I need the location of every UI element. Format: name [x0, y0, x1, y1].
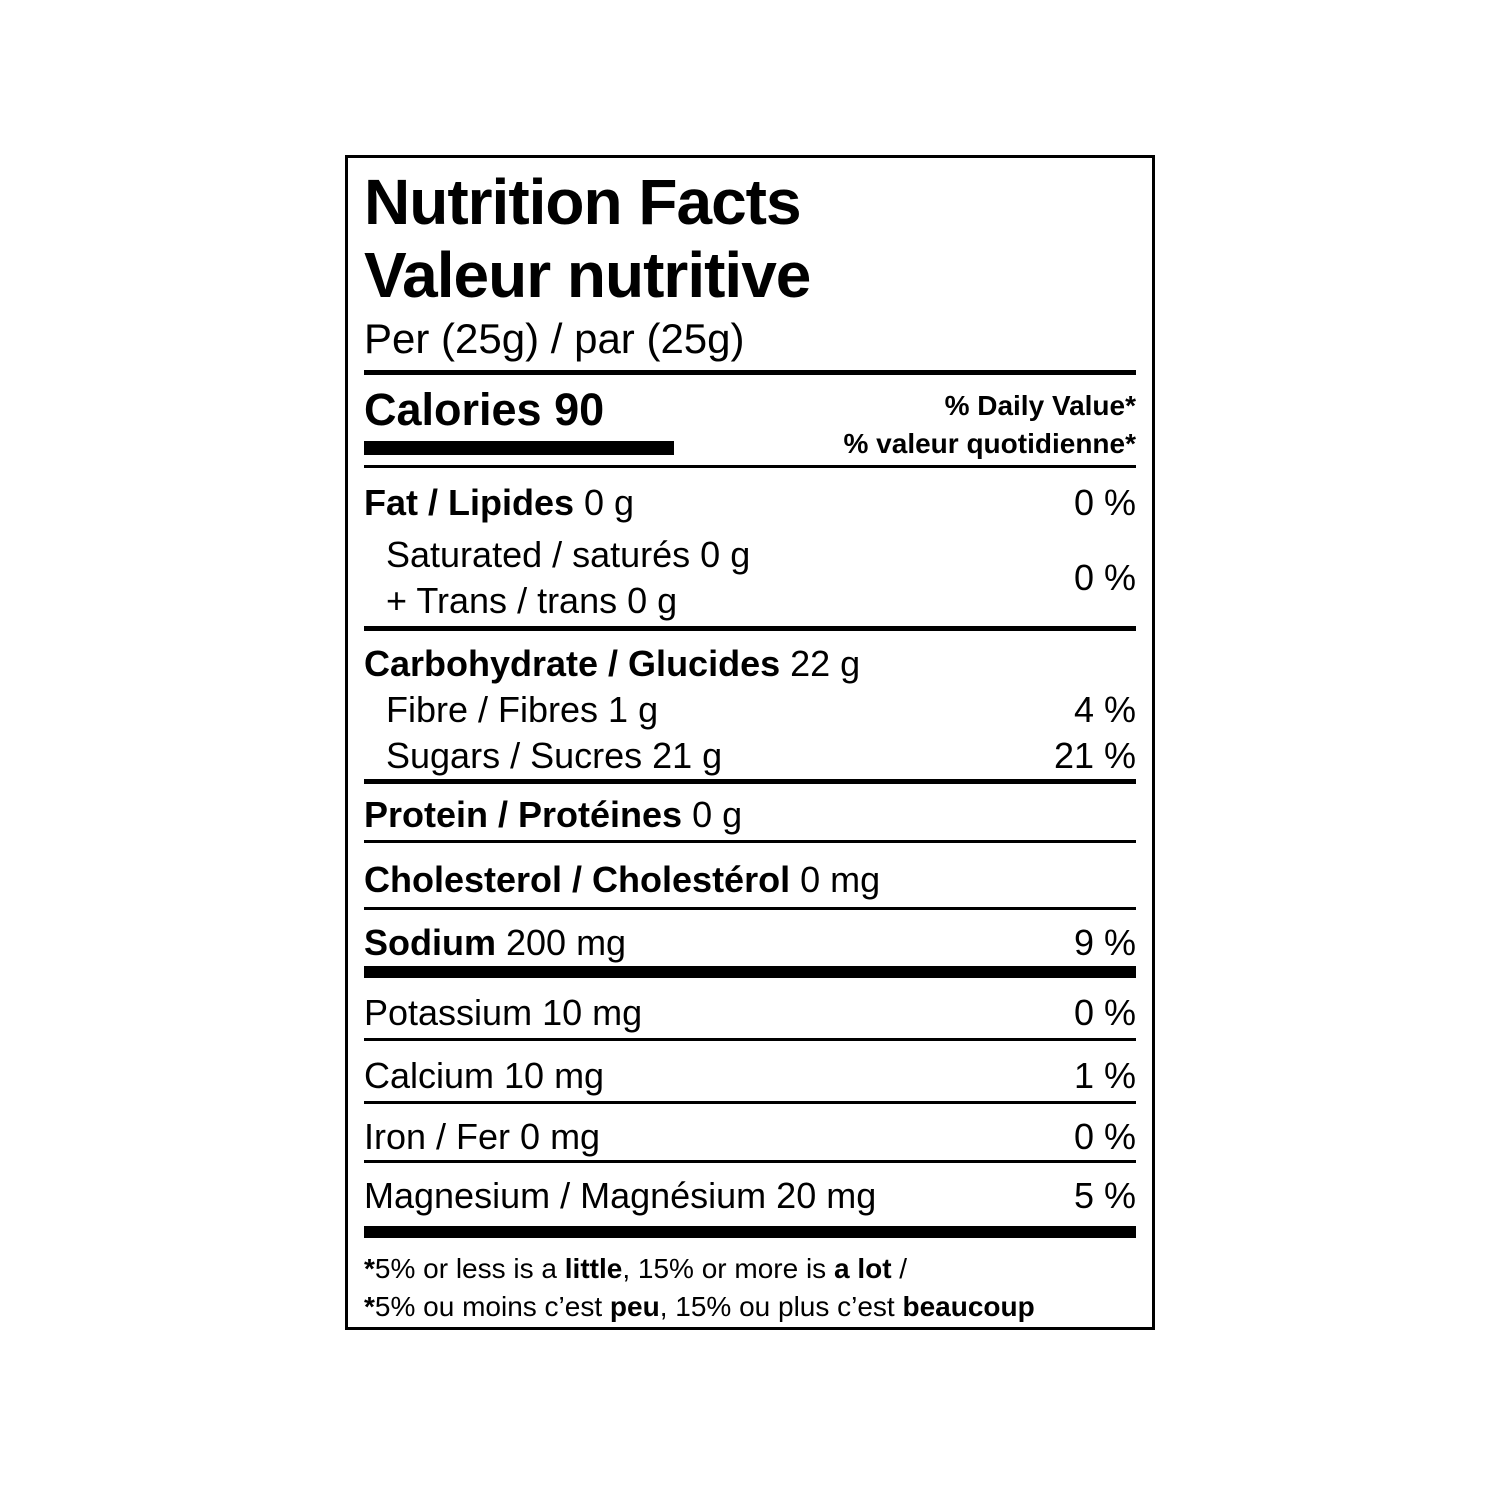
nutrient-row-calcium: Calcium 10 mg 1 % — [364, 1041, 1136, 1101]
thick-divider-footer — [364, 1226, 1136, 1238]
serving-size-line: Per (25g) / par (25g) — [364, 315, 745, 362]
nutrient-name-bold: Sodium — [364, 922, 496, 963]
footnote-asterisk: * — [364, 1291, 375, 1322]
nutrient-name: Protein / Protéines 0 g — [364, 792, 742, 838]
nutrient-dv-percent: 4 % — [1073, 689, 1136, 730]
nutrient-row-sodium: Sodium 200 mg 9 % — [364, 910, 1136, 966]
footnote-bold-beaucoup: beaucoup — [902, 1291, 1035, 1322]
footnote-bold-a-lot: a lot — [833, 1253, 892, 1284]
footnote-text: , 15% or more is — [622, 1253, 834, 1284]
nutrient-amount: 22 g — [780, 643, 861, 684]
nutrient-name: Potassium 10 mg — [364, 992, 643, 1033]
divider-cholesterol-sodium — [364, 907, 1136, 910]
nutrient-name: Fibre / Fibres 1 g — [386, 689, 659, 730]
nutrient-dv-percent: 0 % — [1073, 482, 1136, 523]
divider-fat-carb — [364, 626, 1136, 631]
divider-calcium-iron — [364, 1101, 1136, 1104]
nutrient-dv-percent: 0 % — [1073, 1116, 1136, 1157]
footnote-text: , 15% ou plus c’est — [659, 1291, 903, 1322]
nutrient-dv-percent: 9 % — [1073, 922, 1136, 963]
nutrient-name: Iron / Fer 0 mg — [364, 1116, 601, 1157]
nutrient-amount: 0 mg — [790, 859, 881, 900]
divider-top — [364, 370, 1136, 375]
nutrient-dv-percent: 0 % — [1073, 557, 1136, 598]
nutrient-row-saturated-trans: Saturated / saturés 0 g + Trans / trans … — [364, 532, 1136, 626]
nutrient-amount: 0 g — [682, 794, 743, 835]
nutrient-row-magnesium: Magnesium / Magnésium 20 mg 5 % — [364, 1163, 1136, 1226]
nutrient-name-bold: Cholesterol / Cholestérol — [364, 859, 791, 900]
nutrition-facts-label: Nutrition Facts Valeur nutritive Per (25… — [345, 155, 1155, 1330]
nutrient-row-fibre: Fibre / Fibres 1 g 4 % — [364, 687, 1136, 733]
footnote-asterisk: * — [364, 1253, 375, 1284]
divider-potassium-calcium — [364, 1038, 1136, 1041]
thick-divider-sodium — [364, 966, 1136, 978]
footnote-text: 5% or less is a — [374, 1253, 565, 1284]
nutrient-row-fat: Fat / Lipides 0 g 0 % — [364, 468, 1136, 532]
nutrient-name-bold: Carbohydrate / Glucides — [364, 643, 781, 684]
nutrient-row-carbohydrate: Carbohydrate / Glucides 22 g — [364, 631, 1136, 687]
nutrient-dv-percent: 0 % — [1073, 992, 1136, 1033]
nutrient-dv-percent: 21 % — [1053, 735, 1136, 776]
divider-protein-cholesterol — [364, 840, 1136, 843]
saturated-line: Saturated / saturés 0 g — [386, 534, 751, 575]
nutrient-amount: 0 g — [574, 482, 635, 523]
trans-line: + Trans / trans 0 g — [386, 580, 678, 621]
footnote-text: / — [891, 1253, 908, 1284]
divider-carb-protein — [364, 779, 1136, 784]
label-title-fr: Valeur nutritive — [364, 239, 811, 311]
nutrient-amount: 200 mg — [496, 922, 627, 963]
footnote-en: *5% or less is a little, 15% or more is … — [364, 1250, 1136, 1288]
daily-value-header-fr: % valeur quotidienne* — [843, 428, 1137, 459]
divider-calories — [364, 465, 1136, 468]
nutrient-row-cholesterol: Cholesterol / Cholestérol 0 mg — [364, 843, 1136, 907]
daily-value-header: % Daily Value* % valeur quotidienne* — [844, 387, 1137, 463]
nutrient-name-bold: Protein / Protéines — [364, 794, 683, 835]
nutrient-name: Calcium 10 mg — [364, 1055, 605, 1096]
footnote-text: 5% ou moins c’est — [374, 1291, 610, 1322]
calories-value: Calories 90 — [364, 387, 675, 455]
calories-row: Calories 90 % Daily Value* % valeur quot… — [364, 387, 1136, 463]
divider-iron-magnesium — [364, 1160, 1136, 1163]
nutrient-name: Sugars / Sucres 21 g — [386, 735, 723, 776]
nutrient-name: Cholesterol / Cholestérol 0 mg — [364, 857, 880, 903]
footnote: *5% or less is a little, 15% or more is … — [364, 1250, 1136, 1326]
nutrient-dv-percent: 1 % — [1073, 1055, 1136, 1096]
nutrient-row-protein: Protein / Protéines 0 g — [364, 784, 1136, 840]
nutrient-name: Fat / Lipides 0 g — [364, 480, 634, 526]
nutrient-name: Saturated / saturés 0 g + Trans / trans … — [364, 532, 750, 624]
nutrient-row-sugars: Sugars / Sucres 21 g 21 % — [364, 733, 1136, 779]
footnote-bold-little: little — [564, 1253, 623, 1284]
nutrient-name: Carbohydrate / Glucides 22 g — [364, 641, 860, 687]
footnote-bold-peu: peu — [609, 1291, 660, 1322]
nutrient-name-bold: Fat / Lipides — [364, 482, 575, 523]
nutrient-row-iron: Iron / Fer 0 mg 0 % — [364, 1104, 1136, 1160]
label-title-en: Nutrition Facts — [364, 166, 802, 238]
nutrient-row-potassium: Potassium 10 mg 0 % — [364, 978, 1136, 1038]
nutrient-dv-percent: 5 % — [1073, 1175, 1136, 1216]
nutrient-name: Sodium 200 mg — [364, 920, 626, 966]
daily-value-header-en: % Daily Value* — [944, 390, 1136, 421]
nutrient-name: Magnesium / Magnésium 20 mg — [364, 1175, 877, 1216]
footnote-fr: *5% ou moins c’est peu, 15% ou plus c’es… — [364, 1288, 1136, 1326]
